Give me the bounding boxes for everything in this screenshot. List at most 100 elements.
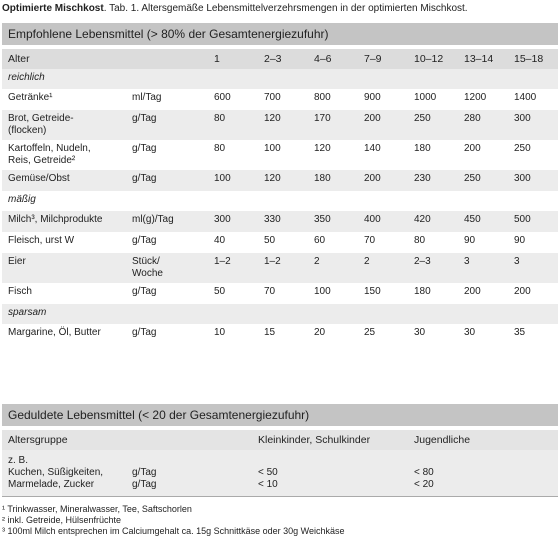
value-cell: 3 [464,256,470,267]
table-row: sparsam [2,304,558,324]
cell-line: Kuchen, Süßigkeiten, [8,467,104,478]
value-cell: 180 [414,143,431,154]
value-cell: 200 [514,286,531,297]
cell-line: Fleisch, urst W [8,235,75,246]
header-row: Altersgruppe Kleinkinder, Schulkinder Juge… [2,430,558,450]
table-row: Getränke¹ ml/Tag 600 700 800 900 1000 1200 1400 [2,89,558,110]
value-cell: 80 [214,113,226,124]
value-cell: 500 [514,214,531,225]
cell-line: Kartoffeln, Nudeln, [8,143,91,154]
value-cell: 35 [514,327,526,338]
value-cell: 80 [214,143,226,154]
table-row: Margarine, Öl, Butter g/Tag 10 15 20 25 30 30 35 [2,324,558,345]
value-cell: 1000 [414,92,437,103]
cell-line: Milch³, Milchprodukte [8,214,103,225]
footnote: ¹ Trinkwasser, Mineralwasser, Tee, Safts… [2,504,192,514]
unit-cell: g/Tag [126,143,208,167]
value-cell: 200 [464,143,481,154]
table-row: Kartoffeln, Nudeln, Reis, Getreide² g/Tag 8… [2,140,558,170]
footnote: ³ 100ml Milch entsprechen im Calciumgeha… [2,526,345,536]
table-row: Gemüse/Obst g/Tag 100 120 180 200 230 250 300 [2,170,558,191]
value-cell: 70 [364,235,376,246]
group-label: sparsam [8,307,47,318]
cell-line: z. B. [8,455,29,466]
value-cell: 250 [514,143,531,154]
value-cell: 2 [314,256,320,267]
cell-line: < 80 [414,467,434,478]
label-cell: Gemüse/Obst [2,173,126,188]
table-row: Brot, Getreide- (flocken) g/Tag 80 120 170 200… [2,110,558,140]
header-cell: 7–9 [364,53,382,65]
label-cell: Fleisch, urst W [2,235,126,250]
value-cell: 60 [314,235,326,246]
value-cell: 300 [514,173,531,184]
value-cell: 180 [314,173,331,184]
value-cell: < 50 < 10 [252,455,408,491]
value-cell: 350 [314,214,331,225]
value-cell: 300 [214,214,231,225]
value-cell: 100 [214,173,231,184]
cell-line: Stück/ [132,256,160,267]
value-cell: 1200 [464,92,487,103]
value-cell: 25 [364,327,376,338]
value-cell: 120 [314,143,331,154]
header-row: Alter 1 2–3 4–6 7–9 10–12 13–14 15–18 [2,49,558,69]
cell-line: g/Tag [132,173,157,184]
cell-line: g/Tag [132,113,157,124]
caption-text: . Tab. 1. Altersgemäße Lebensmittelverze… [103,3,468,14]
header-cell: Altersgruppe [8,434,68,446]
header-cell: 15–18 [514,53,544,65]
value-cell: 1400 [514,92,537,103]
header-cell: Jugendliche [414,434,471,446]
value-cell: 250 [464,173,481,184]
value-cell: 200 [464,286,481,297]
value-cell: 20 [314,327,326,338]
table-row: Milch³, Milchprodukte ml(g)/Tag 300 330 350 4… [2,211,558,232]
value-cell: 100 [314,286,331,297]
table-row: Fleisch, urst W g/Tag 40 50 60 70 80 90 90 [2,232,558,253]
table-row: Fisch g/Tag 50 70 100 150 180 200 200 [2,283,558,304]
unit-cell: g/Tag [126,286,208,301]
section-title: Geduldete Lebensmittel (< 20 der Gesamte… [2,404,558,426]
header-cell [126,53,208,65]
value-cell: 300 [514,113,531,124]
value-cell: 15 [264,327,276,338]
label-cell: Kartoffeln, Nudeln, Reis, Getreide² [2,143,126,167]
table: Alter 1 2–3 4–6 7–9 10–12 13–14 15–18 reichlich G… [2,49,558,345]
value-cell: 150 [364,286,381,297]
value-cell: 200 [364,113,381,124]
unit-cell: ml(g)/Tag [126,214,208,229]
unit-cell: g/Tag [126,235,208,250]
header-cell: 1 [214,53,220,65]
footnote: ² inkl. Getreide, Hülsenfrüchte [2,515,122,525]
table-row: Eier Stück/Woche 1–2 1–2 2 2 2–3 3 3 [2,253,558,283]
label-cell: Milch³, Milchprodukte [2,214,126,229]
table: Altersgruppe Kleinkinder, Schulkinder Juge… [2,430,558,497]
label-cell: Margarine, Öl, Butter [2,327,126,342]
value-cell: 10 [214,327,226,338]
cell-line: g/Tag [132,286,157,297]
table-row: z. B. Kuchen, Süßigkeiten, Marmelade, Zuck… [2,450,558,496]
value-cell: 400 [364,214,381,225]
value-cell: 90 [464,235,476,246]
label-cell: z. B. Kuchen, Süßigkeiten, Marmelade, Zuck… [2,455,126,491]
table-row: reichlich [2,69,558,89]
cell-line: Brot, Getreide- [8,113,74,124]
value-cell: 170 [314,113,331,124]
value-cell: 900 [364,92,381,103]
value-cell: 700 [264,92,281,103]
label-cell: Eier [2,256,126,280]
unit-cell: g/Tag [126,113,208,137]
value-cell: 2–3 [414,256,431,267]
value-cell: 80 [414,235,426,246]
value-cell: 200 [364,173,381,184]
cell-line: Eier [8,256,26,267]
label-cell: Brot, Getreide- (flocken) [2,113,126,137]
value-cell: 420 [414,214,431,225]
value-cell: 30 [464,327,476,338]
value-cell: 1–2 [264,256,281,267]
cell-line: (flocken) [8,125,47,136]
value-cell: 280 [464,113,481,124]
cell-line: Getränke¹ [8,92,53,103]
